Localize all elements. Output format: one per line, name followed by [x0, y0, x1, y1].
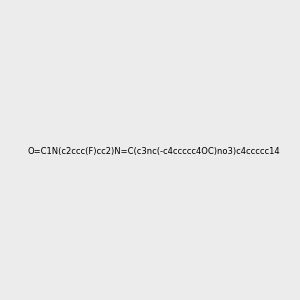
Text: O=C1N(c2ccc(F)cc2)N=C(c3nc(-c4ccccc4OC)no3)c4ccccc14: O=C1N(c2ccc(F)cc2)N=C(c3nc(-c4ccccc4OC)n…: [27, 147, 280, 156]
